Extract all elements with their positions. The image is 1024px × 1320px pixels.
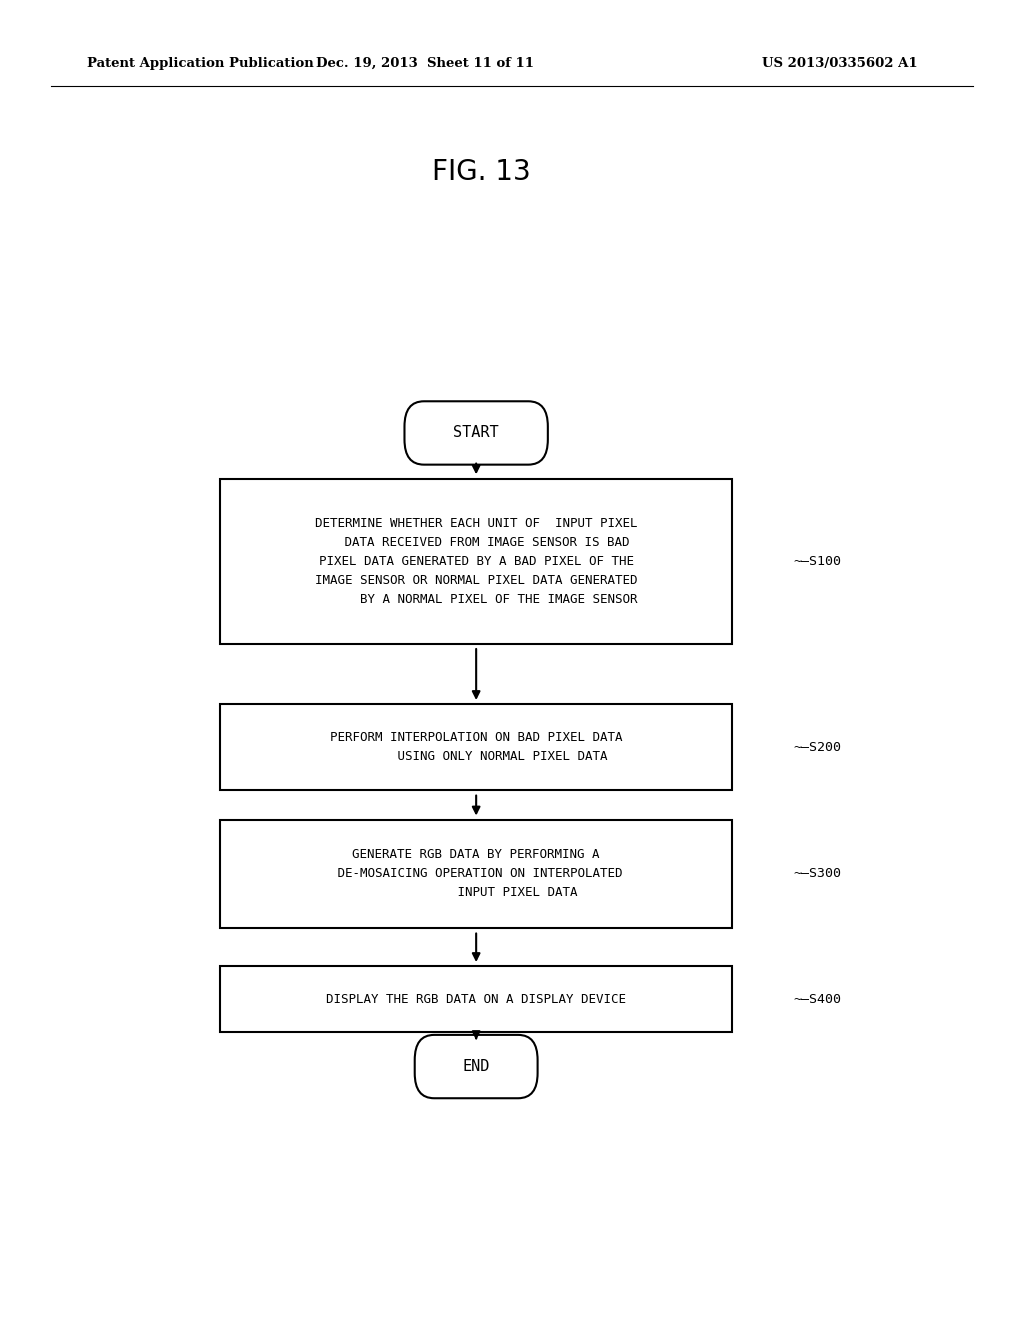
FancyBboxPatch shape	[220, 820, 732, 928]
Text: Dec. 19, 2013  Sheet 11 of 11: Dec. 19, 2013 Sheet 11 of 11	[316, 57, 534, 70]
Text: ~—S400: ~—S400	[794, 993, 842, 1006]
Text: DISPLAY THE RGB DATA ON A DISPLAY DEVICE: DISPLAY THE RGB DATA ON A DISPLAY DEVICE	[327, 993, 626, 1006]
FancyBboxPatch shape	[415, 1035, 538, 1098]
Text: US 2013/0335602 A1: US 2013/0335602 A1	[762, 57, 918, 70]
Text: ~—S200: ~—S200	[794, 741, 842, 754]
Text: GENERATE RGB DATA BY PERFORMING A
 DE-MOSAICING OPERATION ON INTERPOLATED
      : GENERATE RGB DATA BY PERFORMING A DE-MOS…	[330, 849, 623, 899]
FancyBboxPatch shape	[220, 966, 732, 1032]
Text: DETERMINE WHETHER EACH UNIT OF  INPUT PIXEL
   DATA RECEIVED FROM IMAGE SENSOR I: DETERMINE WHETHER EACH UNIT OF INPUT PIX…	[315, 516, 637, 606]
FancyBboxPatch shape	[404, 401, 548, 465]
Text: PERFORM INTERPOLATION ON BAD PIXEL DATA
       USING ONLY NORMAL PIXEL DATA: PERFORM INTERPOLATION ON BAD PIXEL DATA …	[330, 731, 623, 763]
Text: FIG. 13: FIG. 13	[432, 157, 530, 186]
Text: ~—S100: ~—S100	[794, 554, 842, 568]
FancyBboxPatch shape	[220, 479, 732, 644]
Text: Patent Application Publication: Patent Application Publication	[87, 57, 313, 70]
FancyBboxPatch shape	[220, 704, 732, 789]
Text: ~—S300: ~—S300	[794, 867, 842, 880]
Text: START: START	[454, 425, 499, 441]
Text: END: END	[463, 1059, 489, 1074]
